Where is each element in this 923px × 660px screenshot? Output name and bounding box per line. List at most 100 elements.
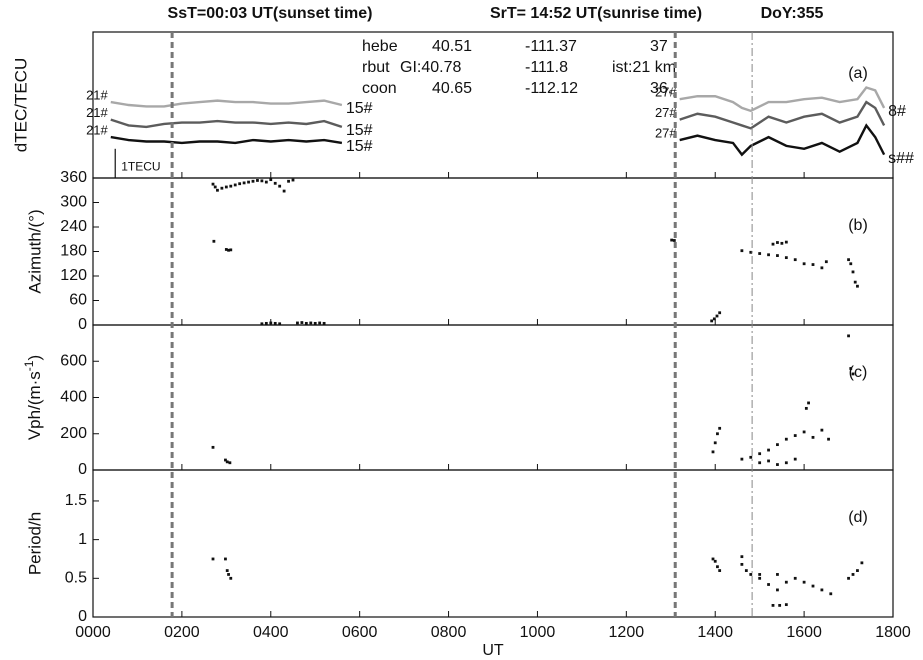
curve-end-label: 8#: [888, 103, 906, 120]
curve-start-label: 21#: [86, 105, 108, 120]
table-cell: rbut: [362, 59, 390, 76]
data-point: [260, 179, 264, 183]
data-point: [793, 576, 797, 580]
data-point: [767, 448, 770, 452]
table-cell: hebe: [362, 38, 398, 55]
data-point: [851, 372, 855, 376]
panel-frame: [92, 469, 894, 618]
data-point: [740, 457, 744, 461]
data-point: [860, 561, 864, 565]
x-tick-label: 1400: [697, 624, 733, 641]
data-point: [853, 280, 857, 284]
y-axis-label: dTEC/TECU: [11, 58, 30, 152]
data-point: [715, 314, 719, 318]
data-point: [829, 592, 833, 596]
data-point: [313, 321, 317, 325]
data-point: [827, 437, 830, 441]
data-point: [784, 256, 788, 260]
dtec-curve: [679, 86, 886, 113]
data-point: [749, 455, 753, 459]
curve-start-label: 27#: [655, 125, 677, 140]
y-tick-label: 200: [60, 425, 87, 442]
curve-end-label: 15#: [346, 122, 373, 139]
data-point: [740, 249, 744, 253]
x-tick-label: 0600: [342, 624, 378, 641]
data-point: [211, 557, 215, 561]
data-point: [716, 565, 719, 569]
x-tick-label: 1000: [520, 624, 556, 641]
data-point: [776, 254, 779, 257]
y-tick-label: 1.5: [65, 492, 87, 509]
y-tick-label: 60: [69, 292, 87, 309]
data-point: [227, 573, 230, 576]
dtec-curve: [679, 100, 886, 130]
x-tick-label: 1200: [609, 624, 645, 641]
data-point: [776, 443, 779, 447]
data-point: [807, 401, 810, 405]
table-cell: coon: [362, 80, 397, 97]
x-axis-label: UT: [482, 642, 504, 659]
data-point: [744, 569, 748, 572]
data-point: [233, 183, 237, 187]
data-point: [225, 460, 229, 464]
data-point: [767, 583, 770, 586]
data-point: [811, 435, 815, 439]
data-point: [847, 334, 850, 338]
data-point: [776, 573, 779, 576]
data-point: [740, 562, 744, 566]
y-axis-label: Azimuth/(°): [25, 209, 44, 293]
data-point: [793, 457, 797, 461]
data-point: [247, 180, 250, 184]
y-label-sup: -1: [22, 360, 36, 371]
data-point: [784, 461, 788, 465]
data-point: [269, 178, 273, 182]
data-point: [793, 258, 797, 262]
data-point: [242, 181, 246, 185]
scale-bar-label: 1TECU: [121, 160, 160, 174]
dtec-curve: [110, 118, 343, 129]
data-point: [229, 248, 233, 252]
data-point: [820, 428, 824, 432]
data-point: [224, 248, 228, 251]
data-point: [256, 179, 259, 182]
curve-start-label: 27#: [655, 85, 677, 100]
x-tick-label: 0000: [75, 624, 111, 641]
data-point: [260, 322, 264, 326]
table-cell: ist:21 km: [612, 59, 676, 76]
table-cell: 36.: [650, 80, 672, 97]
doy-text: DoY:355: [761, 5, 824, 22]
y-axis-label: Period/h: [25, 512, 44, 575]
data-point: [851, 573, 855, 576]
data-point: [784, 437, 788, 441]
data-point: [282, 189, 286, 193]
data-point: [824, 260, 828, 264]
data-point: [776, 463, 779, 466]
data-point: [780, 241, 784, 245]
y-tick-label: 240: [60, 218, 87, 235]
data-point: [718, 426, 722, 430]
table-cell: -111.37: [525, 38, 577, 55]
data-point: [749, 573, 753, 576]
data-point: [273, 181, 277, 185]
data-point: [758, 461, 762, 465]
data-point: [273, 321, 277, 325]
data-point: [740, 555, 744, 559]
data-point: [767, 253, 770, 257]
data-point: [278, 184, 282, 188]
data-point: [224, 185, 228, 189]
curve-start-label: 27#: [655, 105, 677, 120]
data-point: [211, 182, 215, 186]
data-point: [811, 263, 815, 266]
y-tick-label: 120: [60, 267, 87, 284]
data-point: [251, 179, 255, 183]
y-tick-label: 300: [60, 194, 87, 211]
data-point: [811, 584, 815, 588]
y-axis-label: Vph/(m·s-1): [22, 355, 44, 440]
data-point: [849, 367, 853, 370]
data-point: [318, 321, 322, 325]
data-point: [804, 406, 808, 410]
curve-end-label: s##: [888, 150, 914, 167]
data-point: [802, 262, 806, 266]
data-point: [670, 238, 674, 242]
